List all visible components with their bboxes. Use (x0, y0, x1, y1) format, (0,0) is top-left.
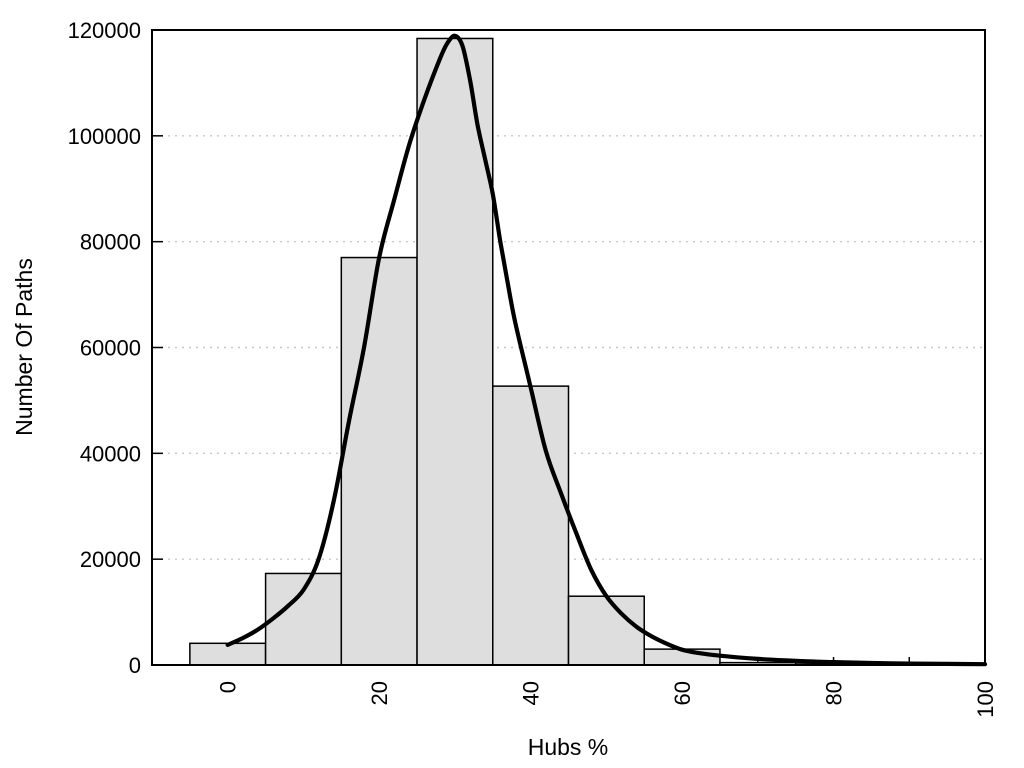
x-tick-label: 80 (822, 681, 847, 705)
x-tick-label: 0 (216, 681, 241, 693)
x-tick-label: 100 (973, 681, 998, 718)
y-tick-labels: 0 20000 40000 60000 80000 100000 120000 (68, 18, 141, 678)
histogram-bar (567, 595, 645, 666)
plot-border (151, 29, 986, 666)
y-tick-label: 80000 (80, 230, 141, 255)
x-axis-title: Hubs % (528, 734, 609, 760)
x-tick-label: 40 (519, 681, 544, 705)
histogram-bar (492, 385, 570, 666)
y-tick-label: 120000 (68, 18, 141, 43)
y-tick-label: 40000 (80, 441, 141, 466)
y-axis-ticks (152, 29, 163, 666)
x-tick-label: 20 (367, 681, 392, 705)
y-tick-label: 60000 (80, 336, 141, 361)
fitted-distribution-curve (225, 33, 988, 667)
y-tick-label: 100000 (68, 124, 141, 149)
x-tick-label: 60 (670, 681, 695, 705)
y-axis-title: Number Of Paths (11, 258, 37, 436)
histogram-bar (416, 37, 494, 666)
histogram-bars (189, 37, 873, 666)
x-tick-labels: 0 20 40 60 80 100 (216, 681, 998, 718)
y-tick-label: 0 (129, 653, 141, 678)
y-tick-label: 20000 (80, 547, 141, 572)
histogram-bar (340, 256, 418, 666)
